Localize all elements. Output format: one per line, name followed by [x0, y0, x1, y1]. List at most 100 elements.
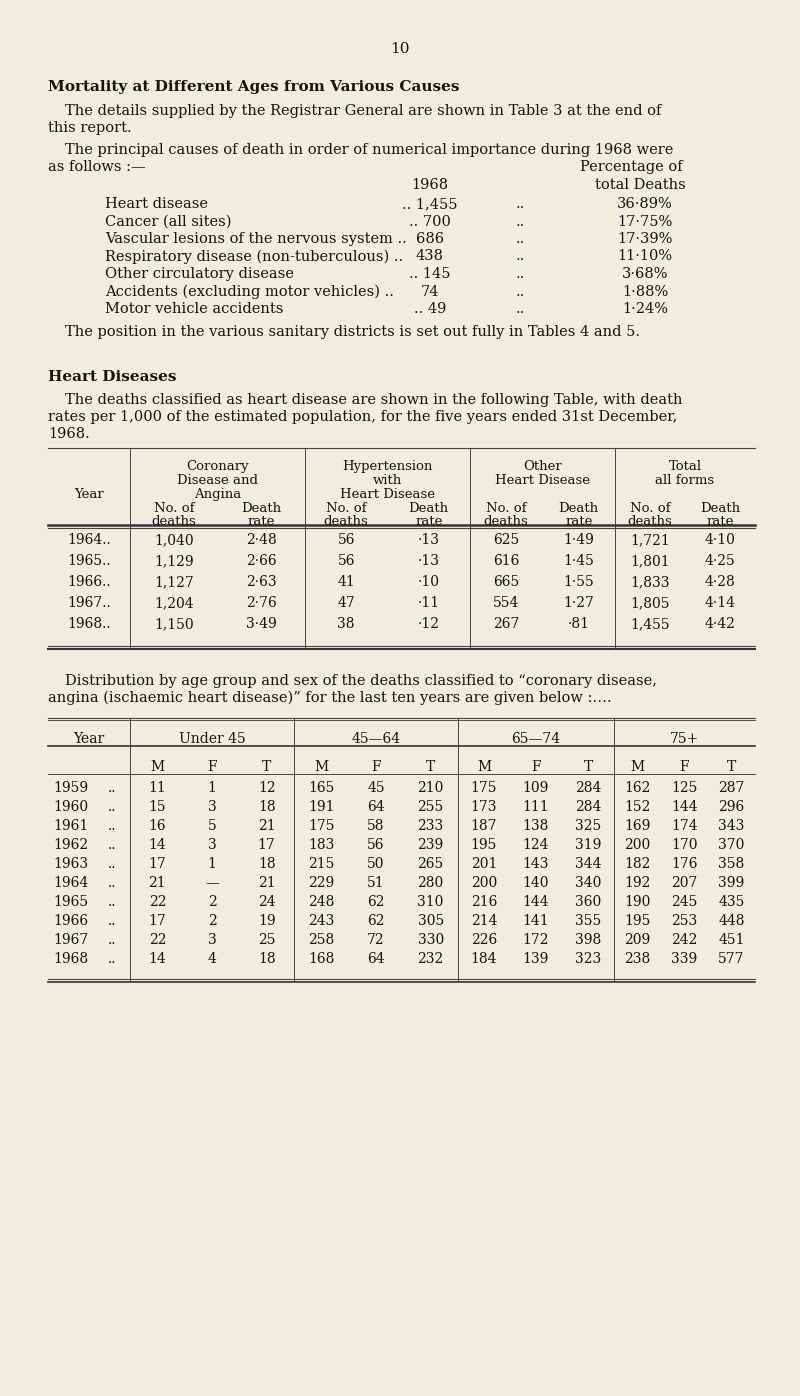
Text: 280: 280 [418, 877, 444, 891]
Text: 1·45: 1·45 [563, 554, 594, 568]
Text: 11·10%: 11·10% [618, 250, 673, 264]
Text: 216: 216 [471, 895, 497, 909]
Text: ..: .. [108, 952, 116, 966]
Text: 319: 319 [575, 838, 601, 852]
Text: 344: 344 [574, 857, 602, 871]
Text: 190: 190 [624, 895, 650, 909]
Text: 4·25: 4·25 [705, 554, 735, 568]
Text: 284: 284 [575, 780, 601, 794]
Text: No. of: No. of [326, 503, 366, 515]
Text: 1: 1 [207, 857, 217, 871]
Text: Death: Death [700, 503, 740, 515]
Text: 3: 3 [208, 838, 216, 852]
Text: 74: 74 [421, 285, 439, 299]
Text: 184: 184 [470, 952, 498, 966]
Text: M: M [150, 759, 164, 773]
Text: The details supplied by the Registrar General are shown in Table 3 at the end of: The details supplied by the Registrar Ge… [65, 103, 662, 119]
Text: 4: 4 [207, 952, 217, 966]
Text: 296: 296 [718, 800, 745, 814]
Text: 5: 5 [208, 819, 216, 833]
Text: 215: 215 [308, 857, 334, 871]
Text: ..: .. [108, 914, 116, 928]
Text: 360: 360 [575, 895, 601, 909]
Text: The deaths classified as heart disease are shown in the following Table, with de: The deaths classified as heart disease a… [65, 394, 682, 408]
Text: 339: 339 [671, 952, 698, 966]
Text: 1964: 1964 [53, 877, 88, 891]
Text: ..: .. [515, 302, 525, 315]
Text: T: T [262, 759, 271, 773]
Text: 451: 451 [718, 933, 745, 946]
Text: 242: 242 [671, 933, 698, 946]
Text: Percentage of: Percentage of [580, 161, 682, 174]
Text: Death: Death [409, 503, 449, 515]
Text: The principal causes of death in order of numerical importance during 1968 were: The principal causes of death in order o… [65, 142, 674, 156]
Text: 187: 187 [470, 819, 498, 833]
Text: 3: 3 [208, 933, 216, 946]
Text: 21: 21 [149, 877, 166, 891]
Text: 330: 330 [418, 933, 444, 946]
Text: 3: 3 [208, 800, 216, 814]
Text: rate: rate [565, 515, 593, 528]
Text: 1967: 1967 [53, 933, 88, 946]
Text: 15: 15 [149, 800, 166, 814]
Text: 58: 58 [367, 819, 385, 833]
Text: T: T [583, 759, 593, 773]
Text: Disease and: Disease and [177, 475, 258, 487]
Text: 72: 72 [367, 933, 385, 946]
Text: 64: 64 [367, 800, 385, 814]
Text: M: M [477, 759, 491, 773]
Text: 1,455: 1,455 [630, 617, 670, 631]
Text: Respiratory disease (non-tuberculous) ..: Respiratory disease (non-tuberculous) .. [105, 250, 403, 264]
Text: Angina: Angina [194, 489, 241, 501]
Text: 16: 16 [149, 819, 166, 833]
Text: 1,833: 1,833 [630, 575, 670, 589]
Text: 305: 305 [418, 914, 444, 928]
Text: this report.: this report. [48, 121, 132, 135]
Text: total Deaths: total Deaths [594, 179, 686, 193]
Text: ..: .. [515, 285, 525, 299]
Text: 265: 265 [418, 857, 444, 871]
Text: 45: 45 [367, 780, 385, 794]
Text: 174: 174 [671, 819, 698, 833]
Text: 22: 22 [149, 895, 166, 909]
Text: rate: rate [706, 515, 734, 528]
Text: 47: 47 [338, 596, 355, 610]
Text: 258: 258 [308, 933, 334, 946]
Text: 1963: 1963 [53, 857, 88, 871]
Text: 577: 577 [718, 952, 745, 966]
Text: 195: 195 [471, 838, 497, 852]
Text: 4·14: 4·14 [705, 596, 735, 610]
Text: Under 45: Under 45 [178, 732, 246, 745]
Text: 1·24%: 1·24% [622, 302, 668, 315]
Text: rate: rate [247, 515, 275, 528]
Text: 125: 125 [671, 780, 698, 794]
Text: 207: 207 [671, 877, 698, 891]
Text: 19: 19 [258, 914, 275, 928]
Text: 144: 144 [522, 895, 550, 909]
Text: 139: 139 [523, 952, 549, 966]
Text: ·13: ·13 [418, 533, 440, 547]
Text: deaths: deaths [151, 515, 196, 528]
Text: 165: 165 [308, 780, 334, 794]
Text: 111: 111 [522, 800, 550, 814]
Text: 435: 435 [718, 895, 745, 909]
Text: 169: 169 [624, 819, 650, 833]
Text: 56: 56 [338, 554, 355, 568]
Text: 399: 399 [718, 877, 745, 891]
Text: 2·48: 2·48 [246, 533, 277, 547]
Text: Heart disease: Heart disease [105, 197, 208, 211]
Text: 168: 168 [308, 952, 334, 966]
Text: 1960: 1960 [53, 800, 88, 814]
Text: 17·39%: 17·39% [618, 232, 673, 246]
Text: 144: 144 [671, 800, 698, 814]
Text: .. 49: .. 49 [414, 302, 446, 315]
Text: 625: 625 [493, 533, 519, 547]
Text: 143: 143 [522, 857, 550, 871]
Text: Other: Other [523, 461, 562, 473]
Text: 243: 243 [308, 914, 334, 928]
Text: 24: 24 [258, 895, 275, 909]
Text: 287: 287 [718, 780, 745, 794]
Text: No. of: No. of [486, 503, 526, 515]
Text: 152: 152 [624, 800, 650, 814]
Text: 18: 18 [258, 857, 275, 871]
